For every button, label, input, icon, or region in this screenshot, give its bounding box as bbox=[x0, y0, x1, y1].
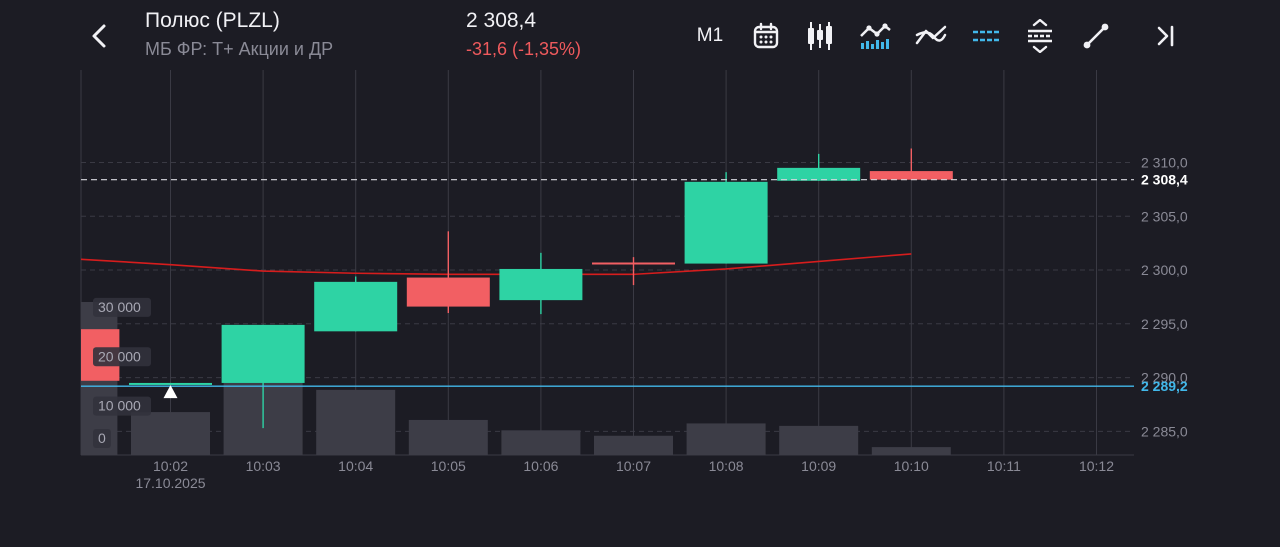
y-tick-label: 2 305,0 bbox=[1141, 208, 1188, 224]
calendar-button[interactable] bbox=[748, 18, 784, 54]
indicators-button[interactable] bbox=[856, 18, 894, 54]
instrument-market: МБ ФР: Т+ Акции и ДР bbox=[145, 39, 334, 59]
volume-tick-label: 0 bbox=[98, 430, 106, 446]
candle bbox=[406, 231, 490, 314]
expand-vertical-icon bbox=[1028, 19, 1052, 53]
back-button[interactable] bbox=[82, 16, 118, 56]
volume-bar bbox=[131, 412, 210, 455]
candle bbox=[777, 153, 861, 181]
x-tick-label: 10:07 bbox=[616, 458, 651, 474]
candle bbox=[869, 148, 953, 180]
horizontal-levels-button[interactable] bbox=[968, 18, 1004, 54]
timeframe-label: M1 bbox=[696, 25, 724, 46]
drawing-button[interactable] bbox=[1078, 18, 1114, 54]
moving-average bbox=[80, 253, 912, 276]
x-tick-label: 10:05 bbox=[431, 458, 466, 474]
trade-marker-icon bbox=[163, 385, 178, 399]
volume-bar bbox=[594, 435, 673, 455]
volume-tick-badge bbox=[93, 347, 151, 367]
volume-bar bbox=[779, 425, 859, 455]
price-levels bbox=[81, 179, 1134, 399]
x-tick-label: 10:03 bbox=[246, 458, 281, 474]
x-tick-label: 10:12 bbox=[1079, 458, 1114, 474]
calendar-icon bbox=[753, 22, 779, 49]
y-tick-label: 2 285,0 bbox=[1141, 423, 1188, 439]
chart-axes: 2 310,0 2 305,0 2 300,0 2 295,0 2 290,0 2 285… bbox=[93, 154, 1188, 491]
volume-tick-label: 10 000 bbox=[98, 398, 141, 414]
x-tick-label: 10:02 bbox=[153, 458, 188, 474]
y-tick-label: 2 290,0 bbox=[1141, 370, 1188, 386]
date-label: 17.10.2025 bbox=[135, 475, 205, 491]
volume-bar bbox=[501, 430, 581, 455]
candle-body bbox=[314, 281, 398, 332]
y-tick-label: 2 310,0 bbox=[1141, 154, 1188, 170]
candle-body bbox=[592, 262, 675, 265]
price-change: -31,6 (-1,35%) bbox=[466, 39, 582, 59]
candle-body bbox=[777, 167, 861, 181]
volume-tick-badge bbox=[93, 297, 151, 317]
candle-body bbox=[129, 382, 212, 385]
x-tick-label: 10:10 bbox=[894, 458, 929, 474]
candles bbox=[81, 148, 953, 429]
chart-header: Полюс (PLZL) МБ ФР: Т+ Акции и ДР 2 308,… bbox=[0, 0, 1280, 70]
compare-button[interactable] bbox=[912, 18, 950, 54]
last-price-label: 2 308,4 bbox=[1141, 172, 1188, 188]
instrument-title: Полюс (PLZL) bbox=[145, 9, 280, 32]
timeframe-button[interactable]: M1 bbox=[690, 18, 730, 54]
volume-tick-badge bbox=[93, 396, 151, 416]
candle-body bbox=[221, 324, 305, 383]
scale-button[interactable] bbox=[1022, 18, 1058, 54]
candle bbox=[314, 276, 398, 332]
x-tick-label: 10:11 bbox=[987, 458, 1021, 474]
candle-body bbox=[499, 268, 583, 301]
volume-bar bbox=[686, 423, 766, 455]
candle bbox=[592, 257, 675, 286]
bar-chart-icon bbox=[808, 22, 832, 50]
volume-bars bbox=[81, 302, 951, 455]
volume-tick-badge bbox=[93, 429, 111, 448]
x-tick-label: 10:08 bbox=[709, 458, 744, 474]
moving-average-line bbox=[80, 253, 912, 276]
candle bbox=[684, 172, 768, 264]
candle-body bbox=[869, 171, 953, 180]
chart-type-button[interactable] bbox=[802, 18, 838, 54]
level-price-label: 2 289,2 bbox=[1141, 378, 1188, 394]
x-tick-label: 10:06 bbox=[523, 458, 558, 474]
volume-tick-label: 30 000 bbox=[98, 299, 141, 315]
candle bbox=[499, 252, 583, 315]
trend-line-icon bbox=[1083, 23, 1109, 49]
horizontal-lines-icon bbox=[973, 30, 999, 42]
candle bbox=[129, 382, 212, 386]
volume-bar bbox=[316, 389, 396, 455]
crossover-icon bbox=[915, 25, 947, 45]
volume-tick-label: 20 000 bbox=[98, 348, 141, 364]
chevron-left-icon bbox=[92, 24, 106, 48]
candle bbox=[221, 324, 305, 429]
scroll-to-end-button[interactable] bbox=[1148, 18, 1184, 54]
x-tick-label: 10:04 bbox=[338, 458, 373, 474]
y-tick-label: 2 300,0 bbox=[1141, 262, 1188, 278]
jump-to-end-icon bbox=[1157, 25, 1174, 47]
current-price: 2 308,4 bbox=[466, 9, 537, 32]
volume-bar bbox=[871, 447, 951, 455]
candle-body bbox=[684, 181, 768, 264]
y-tick-label: 2 295,0 bbox=[1141, 316, 1188, 332]
candle-body bbox=[406, 277, 490, 307]
x-tick-label: 10:09 bbox=[801, 458, 836, 474]
line-indicator-icon bbox=[860, 23, 891, 49]
volume-bar bbox=[408, 419, 488, 455]
